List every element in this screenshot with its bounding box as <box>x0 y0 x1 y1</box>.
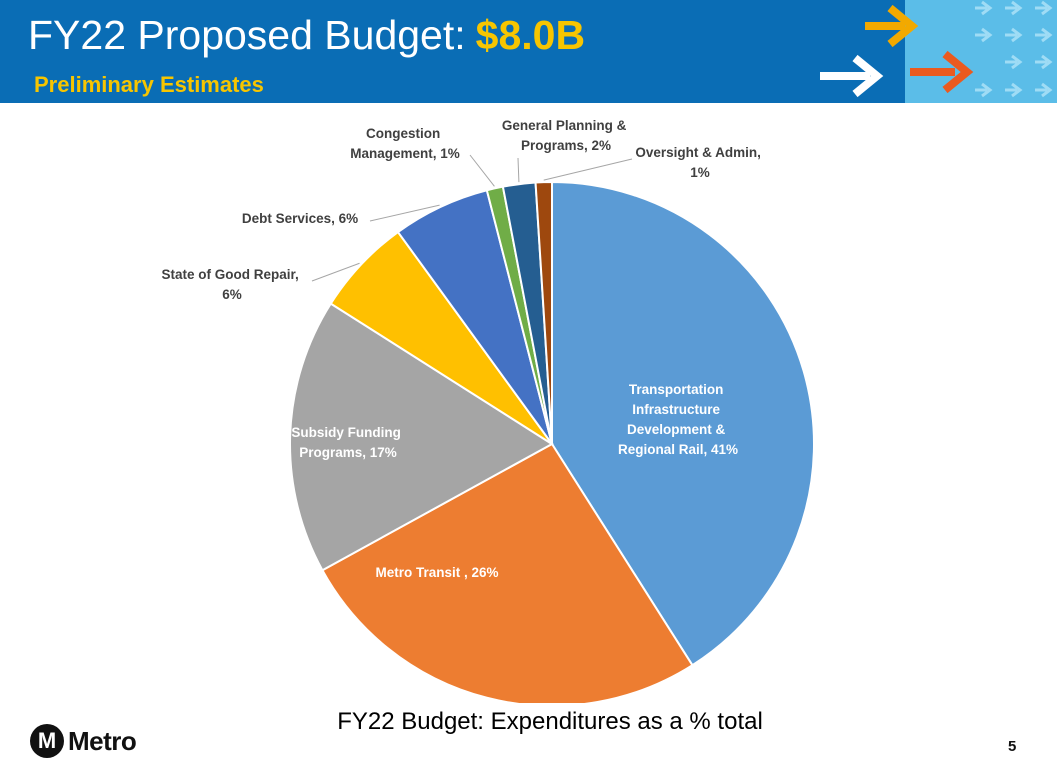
label-line: 6% <box>222 287 242 302</box>
label-line: Programs, 17% <box>299 445 397 460</box>
slide-title: FY22 Proposed Budget: $8.0B <box>28 12 585 59</box>
logo: M Metro <box>30 724 137 758</box>
label-line: 1% <box>690 165 710 180</box>
leader-line <box>469 154 495 187</box>
label-line: Management, 1% <box>350 146 460 161</box>
slice-label: General Planning & Programs, 2% <box>502 118 630 153</box>
header-decoration <box>820 0 1057 103</box>
label-line: Infrastructure <box>632 402 724 417</box>
label-line: Congestion <box>366 126 444 141</box>
leader-line <box>311 262 360 282</box>
label-line: Metro Transit , 26% <box>375 565 498 580</box>
label-line: General Planning & <box>502 118 630 133</box>
label-line: Oversight & Admin, <box>635 145 764 160</box>
slice-label: Oversight & Admin, 1% <box>635 145 764 180</box>
slice-label: Congestion Management, 1% <box>350 126 460 161</box>
pie-slice <box>534 180 553 445</box>
pie-slice <box>551 180 815 667</box>
logo-mark: M <box>30 724 64 758</box>
slice-label: Debt Services, 6% <box>242 211 358 226</box>
label-line: Subsidy Funding <box>291 425 404 440</box>
slice-label: Subsidy Funding Programs, 17% <box>291 425 404 460</box>
logo-text: Metro <box>68 725 137 756</box>
page-number: 5 <box>1008 738 1017 755</box>
pie-slice <box>321 442 694 703</box>
leader-line <box>517 157 520 183</box>
leader-line <box>369 204 440 222</box>
pie-chart: Transportation Infrastructure Developmen… <box>161 118 815 703</box>
slice-label: Metro Transit , 26% <box>375 565 498 580</box>
slice-label: State of Good Repair, 6% <box>161 267 302 302</box>
label-line: State of Good Repair, <box>161 267 302 282</box>
label-line: Regional Rail, 41% <box>618 442 738 457</box>
title-highlight: $8.0B <box>475 12 586 58</box>
chart-caption: FY22 Budget: Expenditures as a % total <box>337 708 763 735</box>
pie-slice <box>289 302 554 572</box>
slide-subtitle: Preliminary Estimates <box>34 72 264 97</box>
label-line: Programs, 2% <box>521 138 611 153</box>
label-line: Development & <box>627 422 729 437</box>
header: FY22 Proposed Budget: $8.0B Preliminary E… <box>0 0 1057 103</box>
title-text: FY22 Proposed Budget: <box>28 12 466 58</box>
label-line: Debt Services, 6% <box>242 211 358 226</box>
label-line: Transportation <box>629 382 727 397</box>
leader-line <box>543 158 633 181</box>
slice-label: Transportation Infrastructure Developmen… <box>618 382 738 457</box>
